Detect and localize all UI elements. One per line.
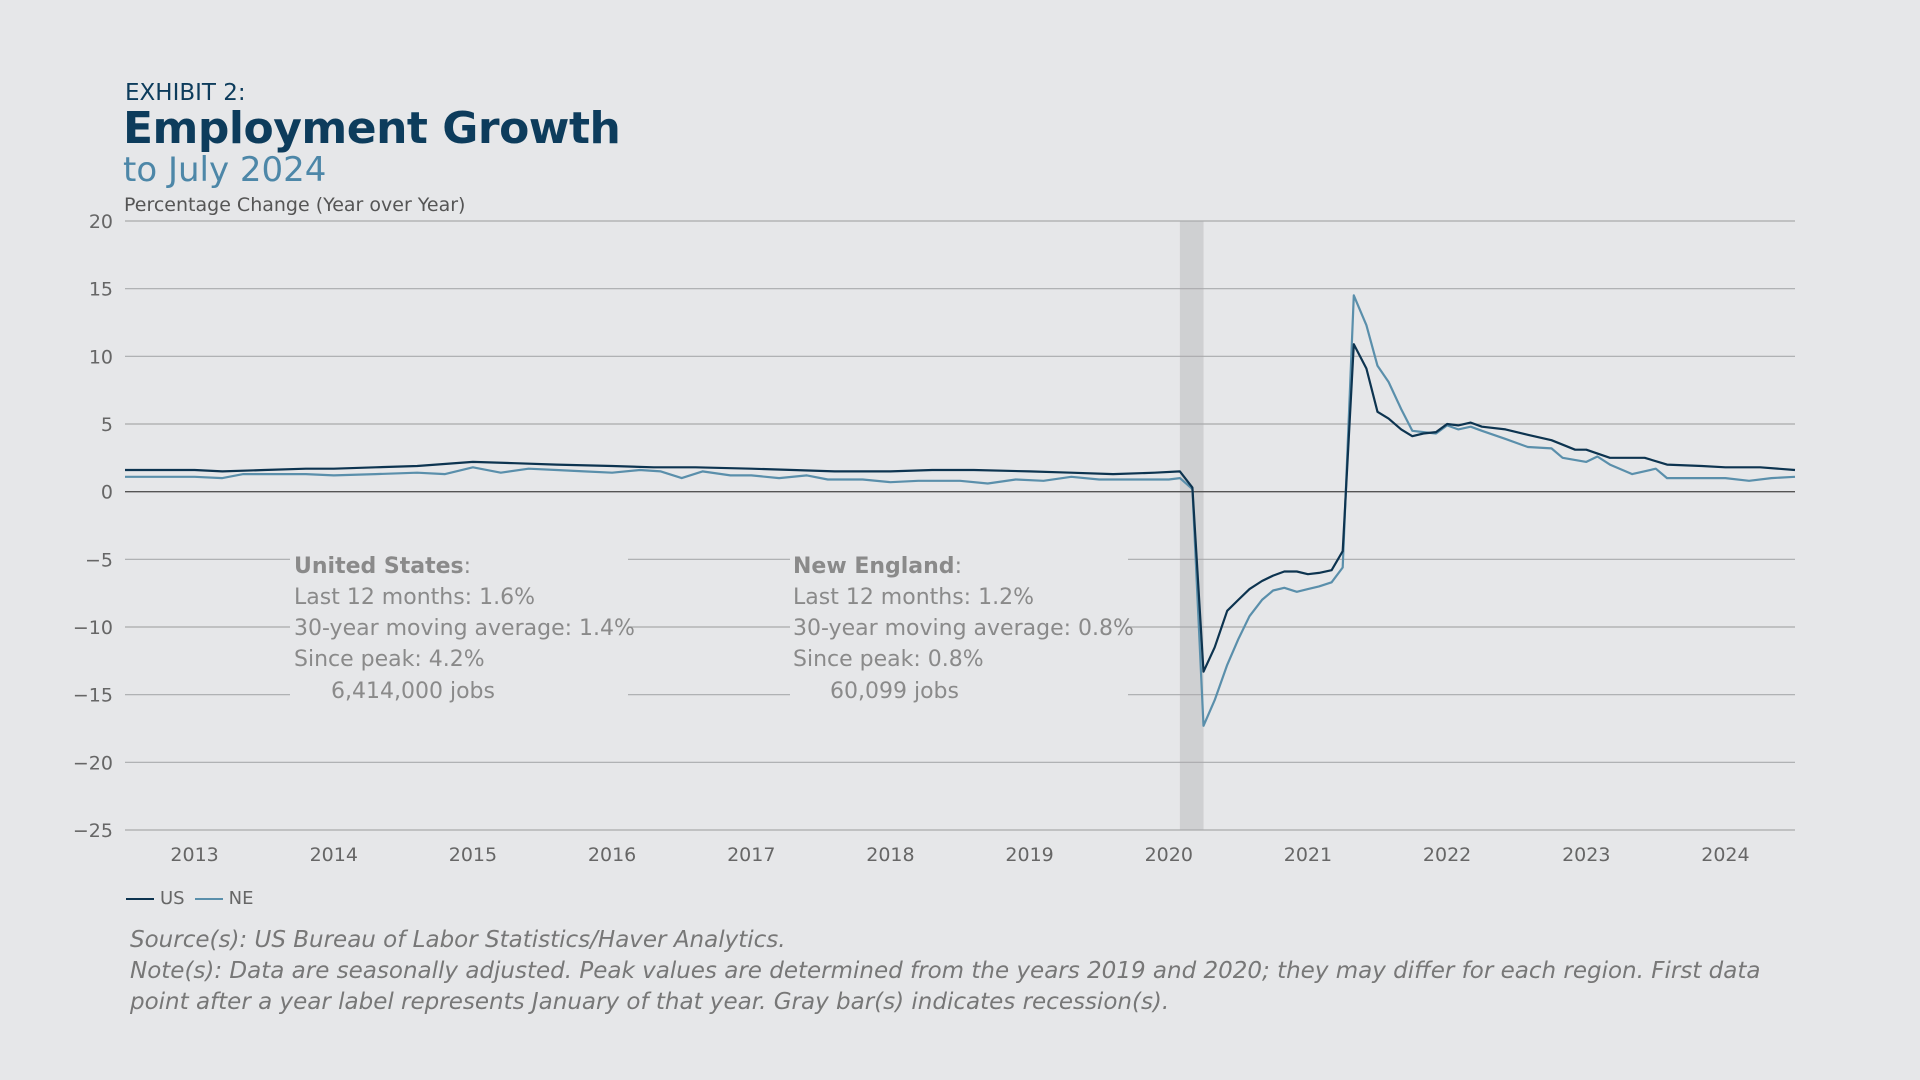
y-tick-label: −10 — [73, 617, 113, 639]
ne-annotation: New England: Last 12 months: 1.2% 30-yea… — [793, 554, 1134, 704]
legend-swatch-ne — [194, 897, 223, 900]
ne-annotation-mask — [790, 548, 1128, 710]
x-tick-label: 2017 — [727, 844, 775, 866]
legend-item-ne: NE — [194, 888, 254, 909]
x-tick-label: 2020 — [1145, 844, 1193, 866]
y-tick-label: −25 — [73, 820, 113, 842]
gridline-group — [125, 220, 1795, 831]
y-tick-label: 20 — [89, 211, 113, 233]
us-annotation-region: United States — [294, 554, 464, 579]
footnotes: Source(s): US Bureau of Labor Statistics… — [130, 925, 1780, 1018]
series-line-ne — [125, 294, 1796, 727]
x-tick-label: 2023 — [1562, 844, 1610, 866]
source-note: Source(s): US Bureau of Labor Statistics… — [130, 927, 786, 953]
y-tick-label: 5 — [101, 414, 113, 436]
legend-label-ne: NE — [228, 888, 254, 909]
ne-annotation-colon: : — [955, 554, 962, 579]
us-annotation: United States: Last 12 months: 1.6% 30-y… — [294, 554, 635, 704]
y-axis-label: Percentage Change (Year over Year) — [124, 194, 466, 216]
y-tick-label: −20 — [73, 752, 113, 774]
recession-band-group — [1179, 221, 1204, 830]
us-annotation-colon: : — [464, 554, 471, 579]
us-annotation-mask — [290, 548, 628, 710]
exhibit-label: EXHIBIT 2: — [125, 80, 246, 106]
x-tick-label: 2018 — [866, 844, 914, 866]
y-tick-label-group: 20 15 10 5 0 −5 −10 −15 −20 −25 — [73, 211, 113, 842]
y-tick-label: 0 — [101, 482, 113, 504]
series-lines-group — [125, 294, 1796, 727]
y-tick-label: −15 — [73, 685, 113, 707]
x-tick-label: 2019 — [1005, 844, 1053, 866]
x-tick-label: 2016 — [588, 844, 636, 866]
us-annotation-jobs: 6,414,000 jobs — [331, 679, 495, 704]
legend-swatch-us — [126, 897, 154, 900]
series-line-us — [125, 343, 1796, 673]
us-annotation-moving-avg: 30-year moving average: 1.4% — [294, 616, 635, 641]
x-tick-label: 2021 — [1284, 844, 1332, 866]
recession-band — [1179, 221, 1204, 830]
y-tick-label: 15 — [89, 279, 113, 301]
us-annotation-since-peak: Since peak: 4.2% — [294, 647, 485, 672]
svg-text:New England:: New England: — [793, 554, 962, 579]
chart-subtitle: to July 2024 — [123, 150, 327, 190]
y-tick-label: −5 — [85, 549, 113, 571]
chart-title: Employment Growth — [123, 103, 621, 154]
legend-item-us: US — [126, 888, 185, 909]
x-tick-label: 2013 — [170, 844, 218, 866]
chart-legend: US NE — [126, 888, 253, 909]
ne-annotation-since-peak: Since peak: 0.8% — [793, 647, 984, 672]
us-annotation-last12: Last 12 months: 1.6% — [294, 585, 535, 610]
x-tick-label: 2014 — [310, 844, 358, 866]
ne-annotation-jobs: 60,099 jobs — [830, 679, 959, 704]
x-tick-label-group: 2013 2014 2015 2016 2017 2018 2019 2020 2021 2022… — [170, 844, 1749, 866]
x-tick-label: 2022 — [1423, 844, 1471, 866]
ne-annotation-region: New England — [793, 554, 955, 579]
legend-label-us: US — [160, 888, 185, 909]
methodology-note: Note(s): Data are seasonally adjusted. P… — [130, 958, 1761, 1015]
ne-annotation-last12: Last 12 months: 1.2% — [793, 585, 1034, 610]
x-tick-label: 2015 — [449, 844, 497, 866]
svg-text:United States:: United States: — [294, 554, 471, 579]
x-tick-label: 2024 — [1701, 844, 1749, 866]
ne-annotation-moving-avg: 30-year moving average: 0.8% — [793, 616, 1134, 641]
y-tick-label: 10 — [89, 346, 113, 368]
